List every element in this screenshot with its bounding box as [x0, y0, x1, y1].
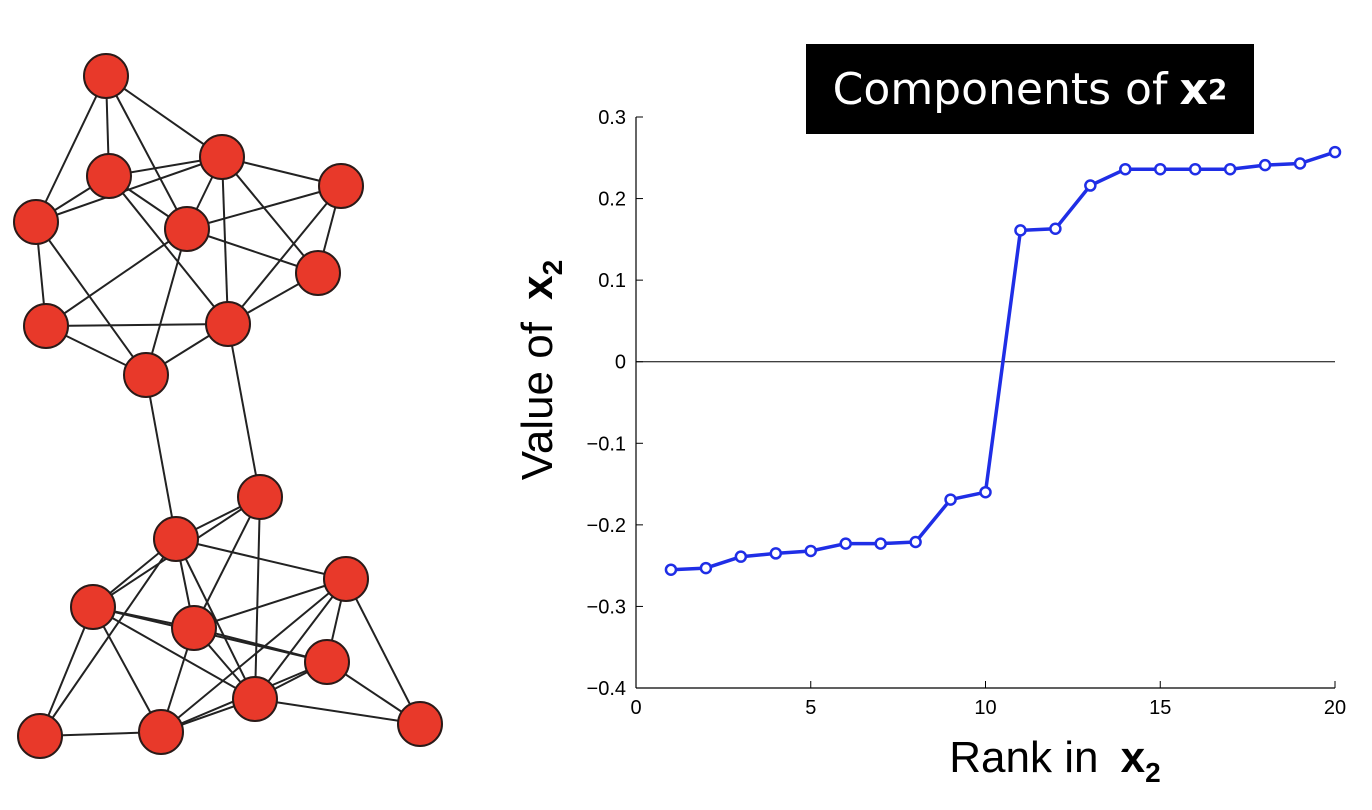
- graph-nodes: [13, 53, 443, 759]
- data-point: [839, 537, 852, 550]
- graph-edge: [193, 496, 261, 629]
- chart-title: Components of x 2: [806, 44, 1254, 134]
- x-tick-label: 10: [974, 697, 996, 719]
- y-tick-label: 0: [615, 352, 626, 374]
- x-tick-label: 5: [805, 697, 816, 719]
- graph-node: [205, 301, 251, 347]
- chart-ticks: 0.30.20.10−0.1−0.2−0.3−0.40 5 10 15 20: [587, 107, 1347, 719]
- data-point: [944, 493, 957, 506]
- graph-node: [23, 303, 69, 349]
- graph-node: [13, 199, 59, 245]
- graph-node: [83, 53, 129, 99]
- graph-edge: [108, 175, 229, 325]
- y-tick-label: 0.3: [598, 107, 626, 129]
- graph-node: [153, 516, 199, 562]
- data-point: [1119, 162, 1132, 176]
- graph-node: [318, 163, 364, 209]
- graph-node: [304, 639, 350, 685]
- graph-edge: [39, 538, 177, 737]
- graph-edge: [45, 323, 229, 327]
- graph-edge: [145, 228, 188, 376]
- graph-edge: [105, 75, 188, 230]
- graph-node: [138, 709, 184, 755]
- data-point: [909, 535, 922, 549]
- data-point: [1014, 224, 1027, 237]
- graph-edge: [193, 578, 347, 629]
- graph-edge: [186, 228, 319, 274]
- graph-edge: [92, 606, 256, 700]
- graph-edge: [345, 578, 421, 725]
- graph-edge: [160, 578, 347, 733]
- graph-edge: [254, 496, 261, 700]
- graph-edge: [175, 538, 256, 700]
- data-point: [664, 563, 678, 576]
- graph-edge: [145, 374, 177, 540]
- graph-edge: [35, 221, 147, 376]
- x-tick-label: 15: [1149, 697, 1171, 719]
- graph-edge: [221, 156, 229, 325]
- data-point: [1293, 157, 1307, 170]
- data-point: [699, 561, 713, 575]
- data-point: [769, 547, 783, 560]
- graph-edge: [35, 75, 107, 223]
- graph-edge: [105, 75, 223, 158]
- graph-node: [123, 352, 169, 398]
- x-tick-label: 20: [1324, 697, 1346, 719]
- chart-series: [664, 145, 1342, 576]
- series-line: [670, 150, 1336, 572]
- data-point: [1328, 145, 1342, 159]
- data-point: [874, 537, 887, 550]
- graph-edge: [227, 323, 261, 498]
- graph-edge: [227, 185, 342, 325]
- graph-edge: [92, 606, 162, 733]
- graph-node: [199, 134, 245, 180]
- y-tick-label: −0.3: [587, 596, 626, 618]
- chart-axes: [635, 117, 1335, 689]
- data-point: [804, 544, 817, 558]
- data-point: [979, 485, 992, 499]
- graph-edge: [45, 228, 188, 327]
- y-tick-label: 0.2: [598, 189, 626, 211]
- graph-node: [323, 556, 369, 602]
- x-axis-title: Rank in x2: [949, 733, 1160, 788]
- graph-edge: [254, 578, 347, 700]
- graph-edge: [175, 538, 347, 580]
- data-point: [1084, 179, 1097, 192]
- graph-node: [295, 250, 341, 296]
- graph-node: [86, 153, 132, 199]
- graph-node: [164, 206, 210, 252]
- graph-node: [397, 701, 443, 747]
- graph-node: [171, 605, 217, 651]
- graph-edge: [254, 698, 421, 725]
- data-point: [1049, 222, 1062, 236]
- graph-edge: [186, 185, 342, 230]
- y-tick-label: −0.4: [587, 678, 626, 700]
- graph-node: [237, 474, 283, 520]
- data-point: [1258, 158, 1272, 172]
- data-point: [734, 550, 748, 563]
- y-tick-label: −0.1: [587, 433, 626, 455]
- data-point: [1154, 162, 1167, 176]
- graph-edge: [221, 156, 319, 274]
- data-point: [1188, 162, 1202, 176]
- graph-node: [70, 584, 116, 630]
- graph-node: [17, 713, 63, 759]
- x-tick-label: 0: [630, 697, 641, 719]
- data-point: [1223, 162, 1237, 176]
- graph-edge: [35, 156, 223, 223]
- network-graph: [13, 53, 443, 759]
- y-tick-label: −0.2: [587, 515, 626, 537]
- graph-node: [232, 676, 278, 722]
- graph-edge: [39, 606, 94, 737]
- y-axis-title: Value of x2: [513, 260, 568, 481]
- y-tick-label: 0.1: [598, 270, 626, 292]
